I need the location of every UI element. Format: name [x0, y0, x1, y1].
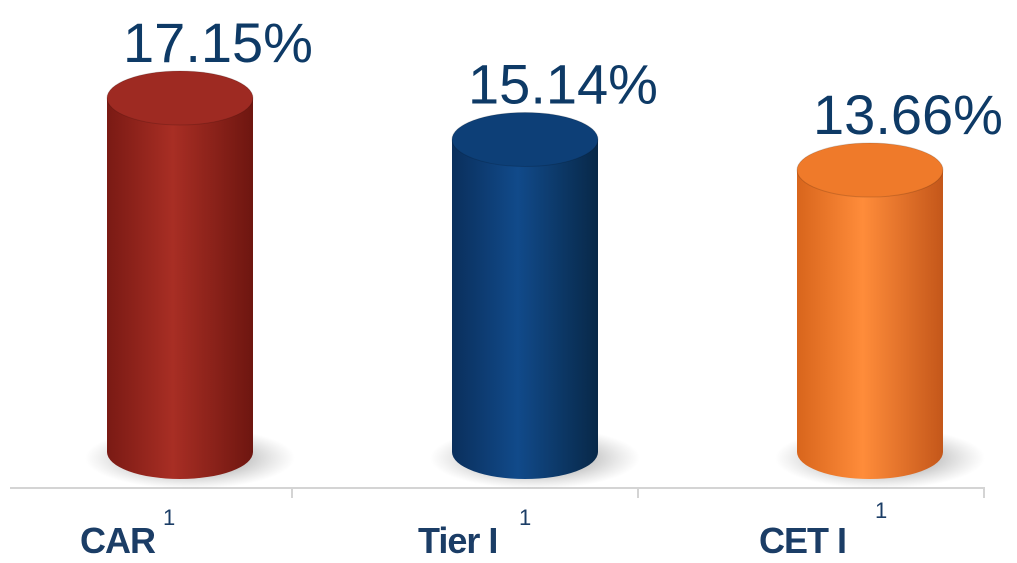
bar-body [107, 98, 253, 479]
bar-top-cap [451, 111, 599, 167]
data-label: 15.14% [468, 52, 658, 115]
data-label: 13.66% [813, 83, 1003, 146]
x-tick-label: CAR [80, 520, 156, 561]
footnote-mark: 1 [519, 505, 531, 530]
data-labels: 17.15% 15.14% 13.66% [123, 11, 1003, 146]
bar-top-cap [106, 70, 254, 126]
bar-body [452, 139, 598, 480]
x-tick-label: CET I [759, 520, 846, 561]
x-tick-label: Tier I [418, 520, 497, 561]
bar-tier-i [430, 111, 640, 489]
bar-cet-i [775, 142, 985, 489]
bar-car [85, 70, 295, 489]
bar-series [85, 70, 985, 489]
bar-top-cap [796, 142, 944, 198]
footnote-mark: 1 [875, 498, 887, 523]
category-labels: CAR 1 Tier I 1 CET I 1 [80, 498, 887, 561]
data-label: 17.15% [123, 11, 313, 74]
bar-body [797, 170, 943, 479]
footnote-mark: 1 [163, 505, 175, 530]
